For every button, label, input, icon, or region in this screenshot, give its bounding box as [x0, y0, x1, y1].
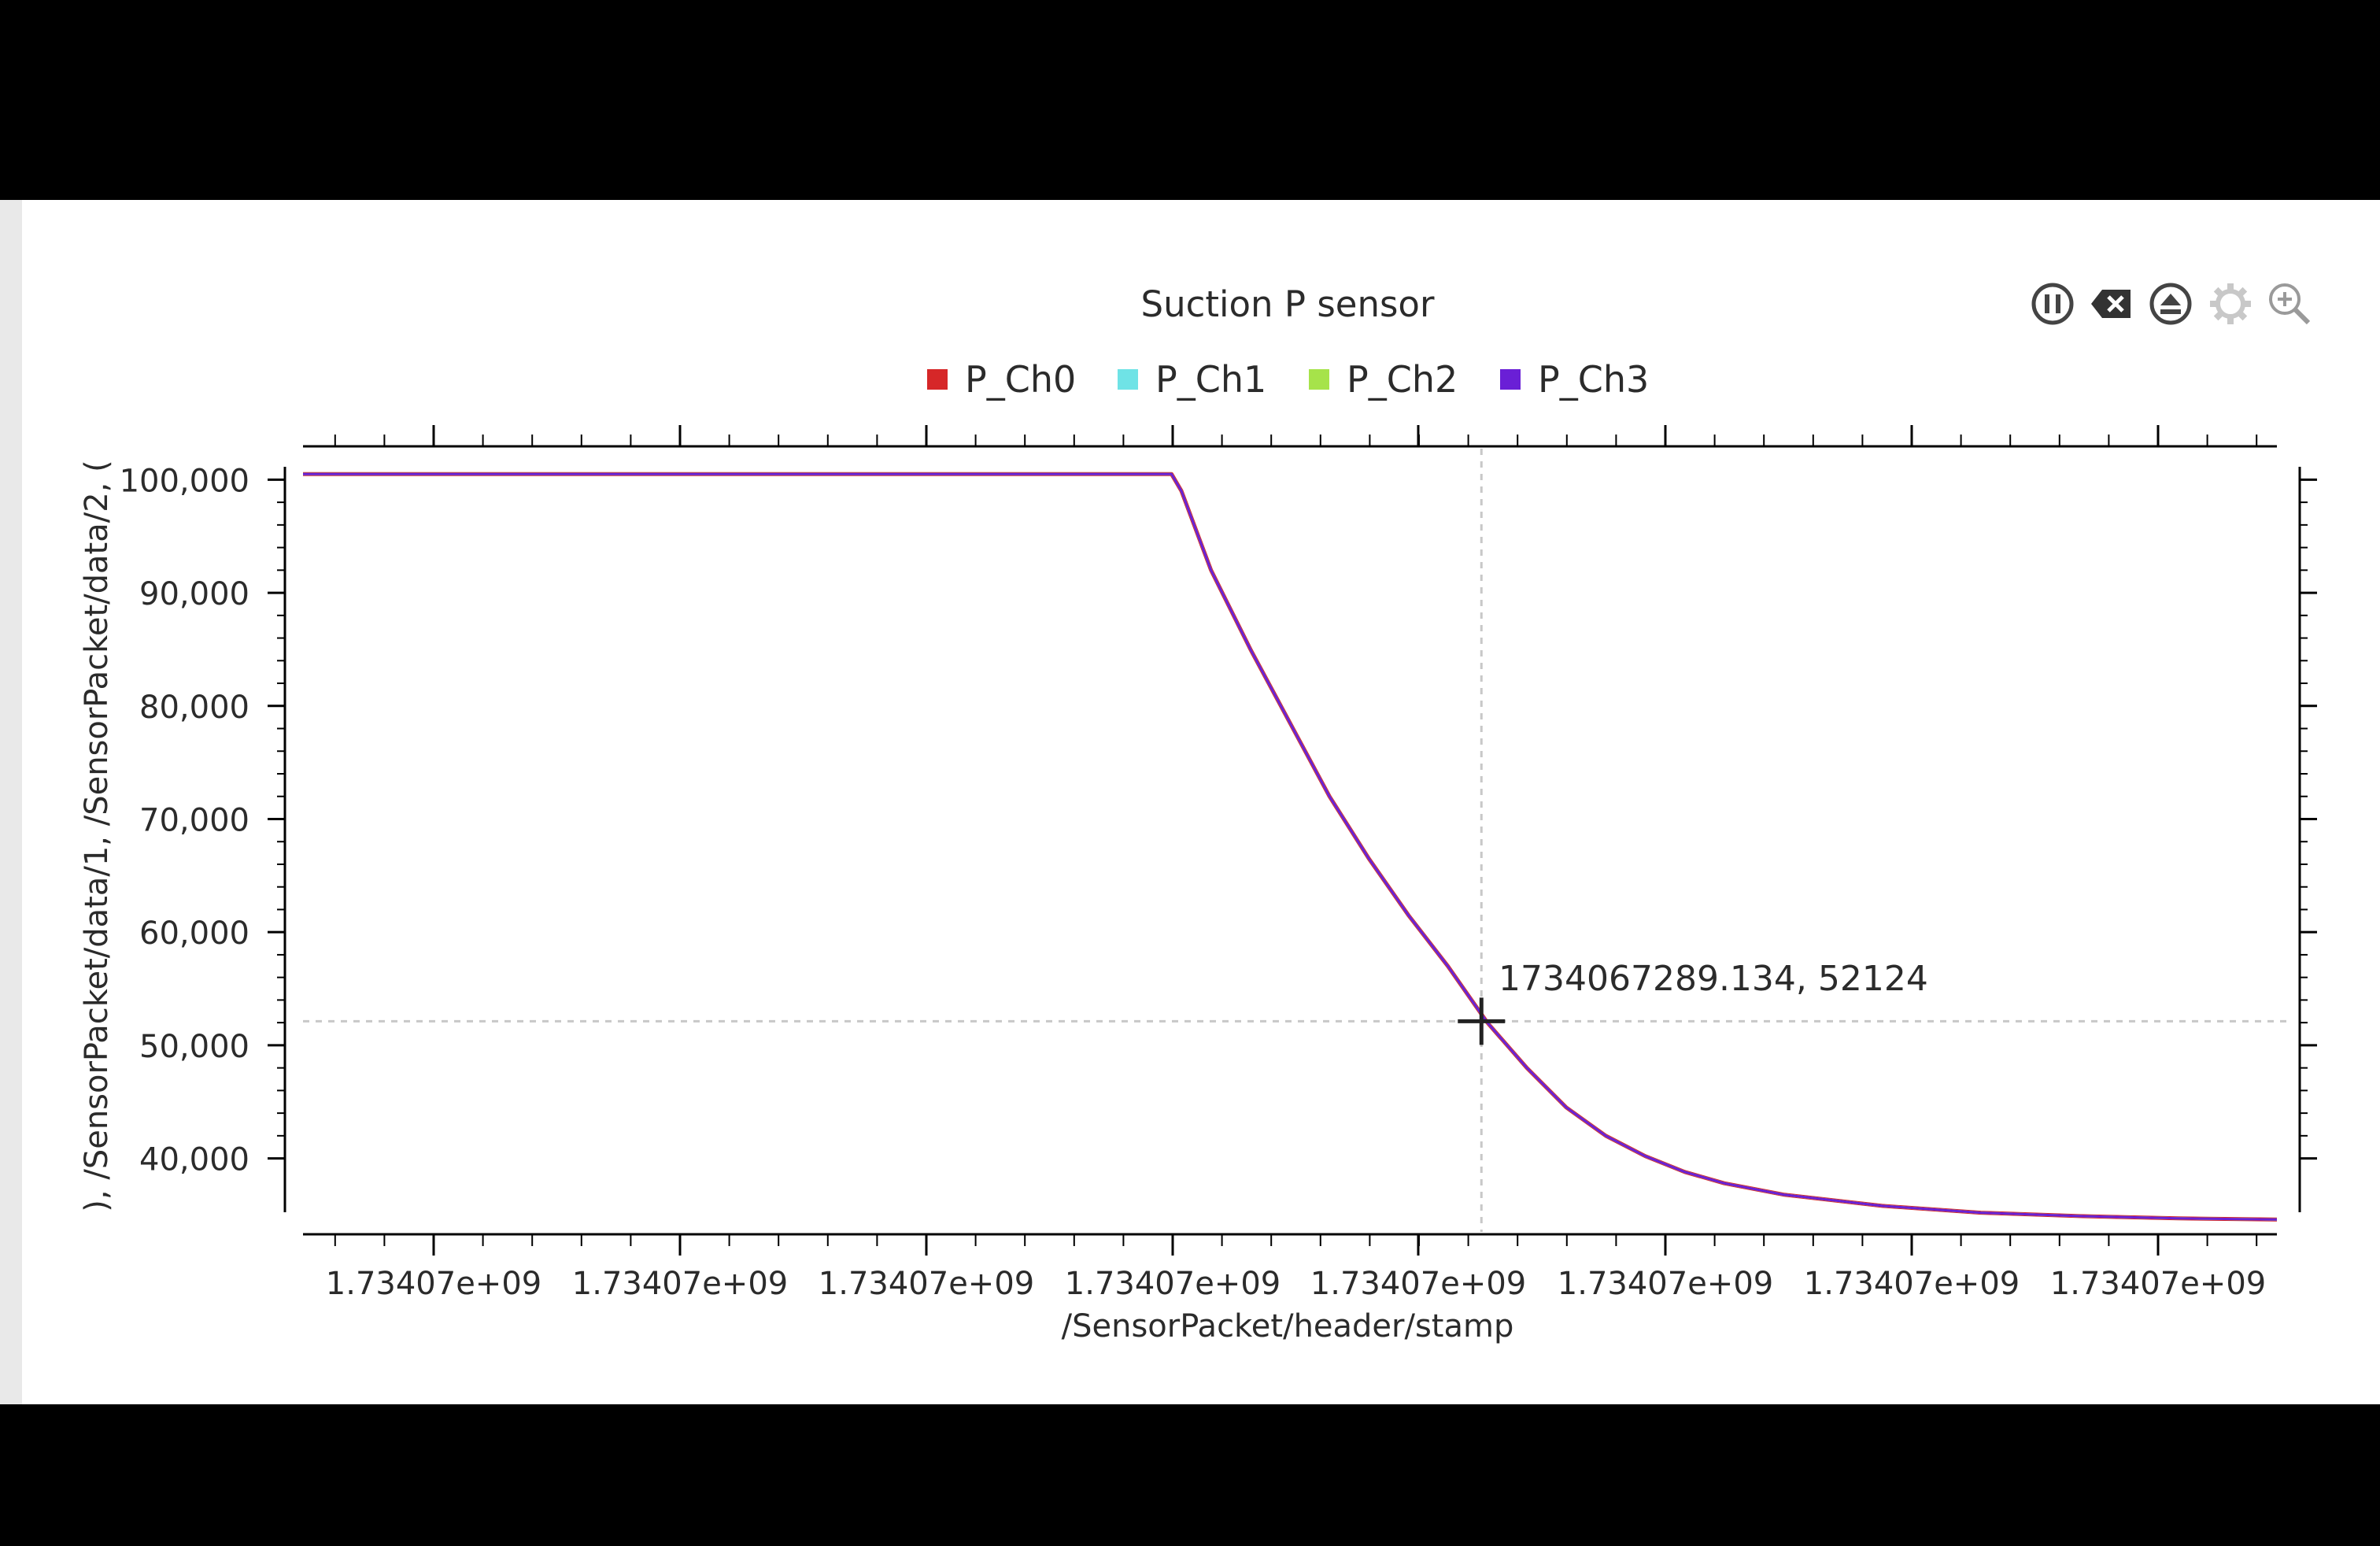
clear-icon[interactable] [2091, 290, 2131, 318]
zoom-in-icon[interactable] [2269, 283, 2311, 325]
legend-swatch [1500, 369, 1521, 390]
x-tick-label: 1.73407e+09 [572, 1266, 788, 1302]
series-line-p_ch0 [303, 472, 2278, 1222]
y-tick-label: 70,000 [139, 802, 249, 838]
crosshair [303, 449, 2286, 1232]
axes [283, 445, 2301, 1236]
y-axis-ticks: 100,000 90,000 80,000 70,000 60,000 50,000 40,… [120, 463, 2317, 1178]
left-window-edge [0, 200, 22, 1404]
series-layer [303, 472, 2278, 1222]
series-line-p_ch2 [303, 472, 2278, 1221]
legend-swatch [1118, 369, 1138, 390]
legend: P_Ch0 P_Ch1 P_Ch2 P_Ch3 [927, 358, 1649, 401]
y-axis-label: ), /SensorPacket/data/1, /SensorPacket/d… [79, 460, 115, 1211]
legend-item-p_ch0[interactable]: P_Ch0 [927, 358, 1076, 401]
legend-item-p_ch1[interactable]: P_Ch1 [1118, 358, 1266, 401]
x-tick-label: 1.73407e+09 [326, 1266, 541, 1302]
y-tick-label: 50,000 [139, 1029, 249, 1065]
x-tick-label: 1.73407e+09 [1558, 1266, 1773, 1302]
eject-icon[interactable] [2149, 283, 2192, 325]
x-tick-label: 1.73407e+09 [819, 1266, 1034, 1302]
x-tick-label: 1.73407e+09 [1310, 1266, 1526, 1302]
cursor-readout: 1734067289.134, 52124 [1499, 959, 1928, 999]
x-tick-label: 1.73407e+09 [1065, 1266, 1281, 1302]
pause-icon[interactable] [2031, 283, 2074, 325]
legend-item-p_ch2[interactable]: P_Ch2 [1309, 358, 1458, 401]
y-tick-label: 100,000 [120, 463, 249, 499]
toolbar [2031, 283, 2311, 325]
legend-label: P_Ch3 [1538, 358, 1649, 401]
y-tick-label: 40,000 [139, 1142, 249, 1178]
legend-label: P_Ch1 [1155, 358, 1266, 401]
x-tick-label: 1.73407e+09 [1804, 1266, 2020, 1302]
y-tick-label: 60,000 [139, 915, 249, 952]
series-line-p_ch1 [303, 472, 2278, 1221]
x-axis-ticks: 1.73407e+09 1.73407e+09 1.73407e+09 1.73407… [326, 425, 2266, 1302]
x-axis-label: /SensorPacket/header/stamp [1062, 1308, 1514, 1344]
legend-item-p_ch3[interactable]: P_Ch3 [1500, 358, 1649, 401]
settings-gear-icon[interactable] [2210, 283, 2251, 324]
series-line-p_ch3 [303, 472, 2278, 1221]
legend-swatch [927, 369, 948, 390]
y-tick-label: 80,000 [139, 690, 249, 726]
x-tick-label: 1.73407e+09 [2050, 1266, 2266, 1302]
y-tick-label: 90,000 [139, 576, 249, 612]
legend-swatch [1309, 369, 1329, 390]
legend-label: P_Ch0 [965, 358, 1076, 401]
legend-label: P_Ch2 [1347, 358, 1458, 401]
chart-title: Suction P sensor [1141, 283, 1435, 325]
plot-panel [22, 200, 2380, 1404]
